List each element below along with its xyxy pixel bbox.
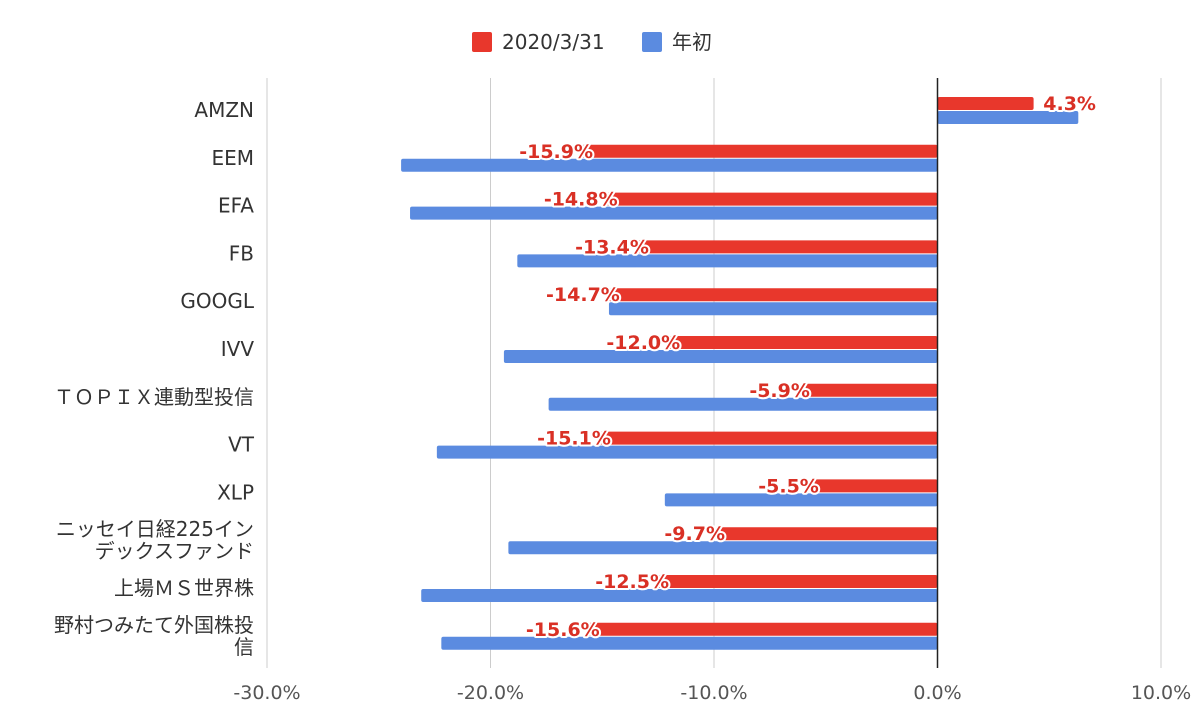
data-label-halo: -9.7% [664,523,725,545]
data-label: -15.6% [526,619,600,641]
legend-label-2020-3-31[interactable]: 2020/3/31 [502,30,605,54]
data-label-halo: -14.7% [546,284,620,306]
bar-start-of-year [441,636,938,650]
bar-2020-3-31 [638,240,938,254]
bar-2020-3-31 [600,431,938,445]
data-label: -9.7% [664,523,725,545]
data-label: -12.0% [606,332,680,354]
data-label-halo: 4.3% [1043,93,1096,115]
data-label: -5.9% [749,380,810,402]
bar-start-of-year [508,541,938,555]
legend-swatch-2020-3-31[interactable] [472,32,492,52]
category-label: IVV [221,337,255,361]
category-label: EEM [211,146,254,170]
category-label: ニッセイ日経225イン [56,517,254,541]
bar-start-of-year [664,493,938,507]
data-label-halo: -12.5% [595,571,669,593]
category-label: 上場ＭＳ世界株 [114,576,254,600]
bar-start-of-year [421,589,938,602]
data-label: -13.4% [575,236,649,258]
category-label: GOOGL [180,289,254,313]
data-label-halo: -15.1% [537,428,611,450]
data-label-halo: -5.5% [758,475,819,497]
bar-2020-3-31 [805,383,938,397]
category-label: ＴＯＰＩＸ連動型投信 [54,385,254,409]
bar-2020-3-31 [814,479,938,493]
legend[interactable]: 2020/3/31 年初 [472,30,712,54]
data-label-halo: -14.8% [544,189,618,211]
data-label: -12.5% [595,571,669,593]
bar-2020-3-31 [720,527,938,541]
category-label: EFA [218,194,254,218]
data-label: -15.9% [519,141,593,163]
category-labels: AMZN EEM EFA FB GOOGL IVV ＴＯＰＩＸ連動型投信 VT XLP ニッセイ日… [54,98,255,659]
gridlines [266,78,1162,668]
x-tick-label: -30.0% [233,682,300,704]
x-tick-label: -10.0% [680,682,747,704]
data-label: 4.3% [1043,93,1096,115]
bar-2020-3-31 [588,622,938,636]
data-label: -15.1% [537,428,611,450]
legend-swatch-start-of-year[interactable] [642,32,662,52]
data-label: -14.8% [544,189,618,211]
bar-2020-3-31 [937,97,1034,110]
bar-start-of-year [401,158,938,172]
data-label-halo: -12.0% [606,332,680,354]
data-label: -14.7% [546,284,620,306]
bar-start-of-year [503,350,938,363]
data-label-halo: -15.9% [519,141,593,163]
category-label: デックスファンド [95,539,254,563]
category-label: FB [229,241,254,265]
x-tick-labels: -30.0% -20.0% -10.0% 0.0% 10.0% [233,682,1191,704]
bar-start-of-year [608,302,938,316]
x-tick-label: -20.0% [457,682,524,704]
bar-start-of-year [937,111,1079,124]
data-label: -5.5% [758,475,819,497]
data-label-halo: -13.4% [575,236,649,258]
bar-2020-3-31 [658,575,938,588]
data-label-halo: -15.6% [526,619,600,641]
category-label: 信 [234,635,254,659]
bar-start-of-year [410,206,938,220]
bar-start-of-year [548,397,938,411]
legend-label-start-of-year[interactable]: 年初 [672,30,712,54]
bar-2020-3-31 [582,144,938,158]
bar-2020-3-31 [606,192,938,206]
bar-2020-3-31 [669,336,938,349]
data-labels: 4.3%4.3%-15.9%-15.9%-14.8%-14.8%-13.4%-1… [517,91,1098,643]
bar-start-of-year [517,254,938,268]
category-label: 野村つみたて外国株投 [54,613,254,637]
bar-start-of-year [436,445,938,459]
bars [401,97,1079,650]
bar-2020-3-31 [608,288,938,302]
category-label: XLP [217,480,254,504]
category-label: VT [228,433,255,457]
x-tick-label: 10.0% [1131,682,1191,704]
x-tick-label: 0.0% [913,682,961,704]
category-label: AMZN [194,98,254,122]
data-label-halo: -5.9% [749,380,810,402]
